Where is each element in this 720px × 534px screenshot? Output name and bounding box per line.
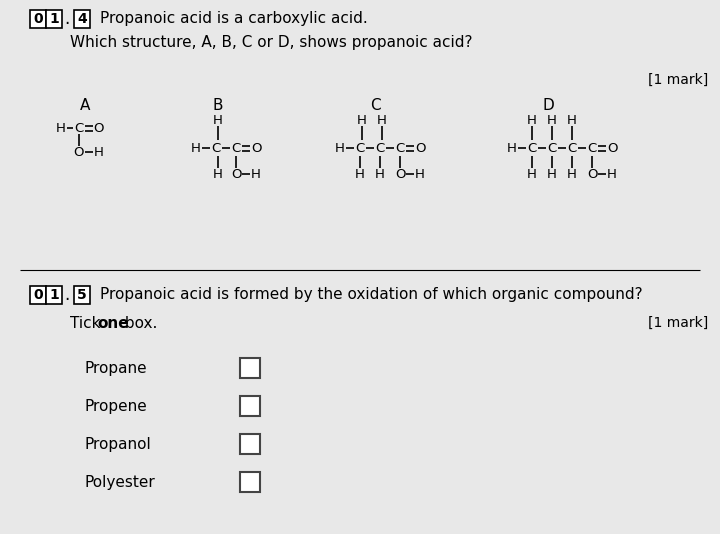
Text: H: H bbox=[567, 168, 577, 180]
Text: C: C bbox=[547, 142, 557, 154]
Bar bbox=[240, 434, 260, 454]
Bar bbox=[46, 286, 62, 304]
Text: A: A bbox=[80, 98, 90, 113]
Text: Which structure, A, B, C or D, shows propanoic acid?: Which structure, A, B, C or D, shows pro… bbox=[70, 35, 472, 50]
Text: 4: 4 bbox=[77, 12, 87, 26]
Text: one: one bbox=[97, 316, 129, 331]
Text: H: H bbox=[94, 145, 104, 159]
Text: D: D bbox=[542, 98, 554, 113]
Text: C: C bbox=[212, 142, 220, 154]
Text: H: H bbox=[607, 168, 617, 180]
Text: H: H bbox=[213, 168, 223, 180]
Text: O: O bbox=[587, 168, 598, 180]
Text: C: C bbox=[395, 142, 405, 154]
Text: 1: 1 bbox=[49, 288, 59, 302]
Text: H: H bbox=[527, 168, 537, 180]
Text: [1 mark]: [1 mark] bbox=[648, 73, 708, 87]
Text: H: H bbox=[507, 142, 517, 154]
Bar bbox=[46, 10, 62, 28]
Text: Propanol: Propanol bbox=[85, 436, 152, 452]
Text: B: B bbox=[212, 98, 223, 113]
Text: O: O bbox=[395, 168, 405, 180]
Bar bbox=[30, 286, 46, 304]
Text: box.: box. bbox=[120, 316, 158, 331]
Text: O: O bbox=[94, 122, 104, 135]
Text: O: O bbox=[230, 168, 241, 180]
Text: 0: 0 bbox=[33, 12, 42, 26]
Text: O: O bbox=[251, 142, 261, 154]
Text: 5: 5 bbox=[77, 288, 87, 302]
Bar bbox=[74, 10, 90, 28]
Text: H: H bbox=[377, 114, 387, 127]
Text: C: C bbox=[369, 98, 380, 113]
Text: C: C bbox=[74, 122, 84, 135]
Text: .: . bbox=[64, 286, 70, 304]
Bar bbox=[240, 358, 260, 378]
Text: C: C bbox=[588, 142, 597, 154]
Text: C: C bbox=[231, 142, 240, 154]
Text: O: O bbox=[415, 142, 426, 154]
Text: Propane: Propane bbox=[85, 360, 148, 375]
Bar bbox=[240, 396, 260, 416]
Text: C: C bbox=[356, 142, 364, 154]
Text: O: O bbox=[607, 142, 617, 154]
Text: Tick: Tick bbox=[70, 316, 105, 331]
Text: [1 mark]: [1 mark] bbox=[648, 316, 708, 330]
Text: 1: 1 bbox=[49, 12, 59, 26]
Text: Polyester: Polyester bbox=[85, 475, 156, 490]
Text: H: H bbox=[527, 114, 537, 127]
Bar bbox=[74, 286, 90, 304]
Text: Propanoic acid is formed by the oxidation of which organic compound?: Propanoic acid is formed by the oxidatio… bbox=[100, 287, 643, 302]
Text: O: O bbox=[73, 145, 84, 159]
Text: H: H bbox=[355, 168, 365, 180]
Text: H: H bbox=[415, 168, 425, 180]
Text: .: . bbox=[64, 10, 70, 28]
Text: C: C bbox=[375, 142, 384, 154]
Text: 0: 0 bbox=[33, 288, 42, 302]
Text: C: C bbox=[527, 142, 536, 154]
Bar bbox=[240, 472, 260, 492]
Text: H: H bbox=[335, 142, 345, 154]
Text: H: H bbox=[375, 168, 385, 180]
Text: H: H bbox=[357, 114, 367, 127]
Text: H: H bbox=[191, 142, 201, 154]
Text: C: C bbox=[567, 142, 577, 154]
Text: H: H bbox=[567, 114, 577, 127]
Text: Propene: Propene bbox=[85, 398, 148, 413]
Text: H: H bbox=[56, 122, 66, 135]
Text: Propanoic acid is a carboxylic acid.: Propanoic acid is a carboxylic acid. bbox=[100, 12, 368, 27]
Text: H: H bbox=[251, 168, 261, 180]
Text: H: H bbox=[547, 168, 557, 180]
Text: H: H bbox=[213, 114, 223, 127]
Bar bbox=[30, 10, 46, 28]
Text: H: H bbox=[547, 114, 557, 127]
